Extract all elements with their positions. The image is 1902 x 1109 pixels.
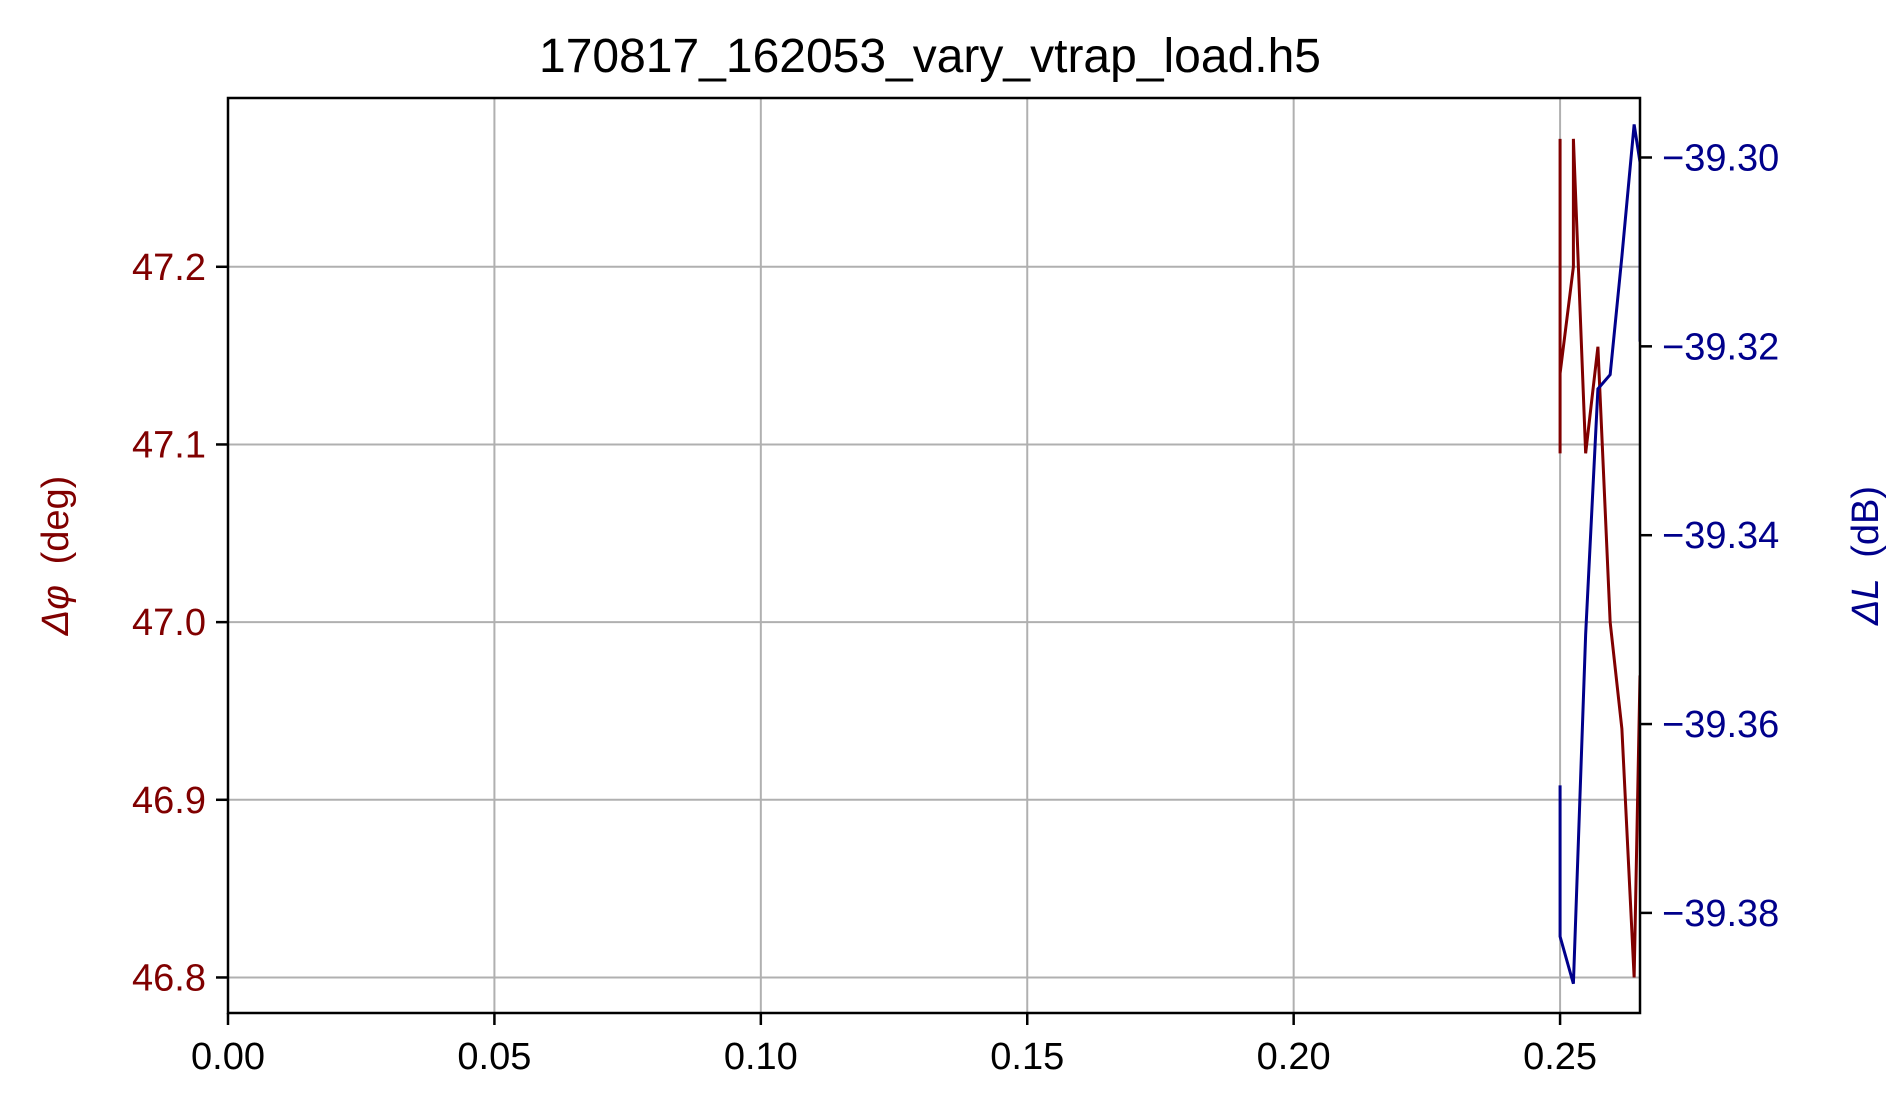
left-y-axis-label-unit: (deg) xyxy=(35,476,77,565)
x-tick-label-4: 0.20 xyxy=(1257,1036,1331,1078)
right-y-axis: −39.38 −39.36 −39.34 −39.32 −39.30 xyxy=(1640,137,1779,935)
right-y-axis-label-unit: (dB) xyxy=(1845,486,1887,558)
left-tick-label-2: 47.0 xyxy=(132,602,206,644)
right-tick-label-4: −39.30 xyxy=(1662,137,1779,179)
series-line-right-1 xyxy=(1558,124,1640,985)
grid-lines xyxy=(227,98,1640,1013)
left-tick-label-1: 46.9 xyxy=(132,780,206,822)
right-tick-label-3: −39.32 xyxy=(1662,326,1779,368)
left-y-axis: 46.8 46.9 47.0 47.1 47.2 xyxy=(132,247,228,999)
right-y-axis-label-symbol: ΔL xyxy=(1845,578,1887,626)
right-y-axis-label: ΔL (dB) xyxy=(1845,486,1887,626)
series-layer xyxy=(1558,124,1640,985)
x-tick-label-0: 0.00 xyxy=(191,1036,265,1078)
left-tick-label-4: 47.2 xyxy=(132,247,206,289)
x-axis: 0.00 0.05 0.10 0.15 0.20 0.25 xyxy=(191,1013,1597,1078)
left-tick-label-0: 46.8 xyxy=(132,957,206,999)
plot-frame xyxy=(226,96,1642,1015)
series-line-left-0 xyxy=(1558,138,1640,978)
left-tick-label-3: 47.1 xyxy=(132,424,206,466)
x-tick-label-1: 0.05 xyxy=(457,1036,531,1078)
chart-title: 170817_162053_vary_vtrap_load.h5 xyxy=(539,30,1321,83)
x-tick-label-3: 0.15 xyxy=(990,1036,1064,1078)
x-tick-label-2: 0.10 xyxy=(724,1036,798,1078)
right-tick-label-0: −39.38 xyxy=(1662,893,1779,935)
right-tick-label-1: −39.36 xyxy=(1662,704,1779,746)
x-tick-label-5: 0.25 xyxy=(1523,1036,1597,1078)
left-y-axis-label-symbol: Δφ xyxy=(35,585,77,636)
left-y-axis-label: Δφ (deg) xyxy=(35,476,77,637)
right-tick-label-2: −39.34 xyxy=(1662,515,1779,557)
